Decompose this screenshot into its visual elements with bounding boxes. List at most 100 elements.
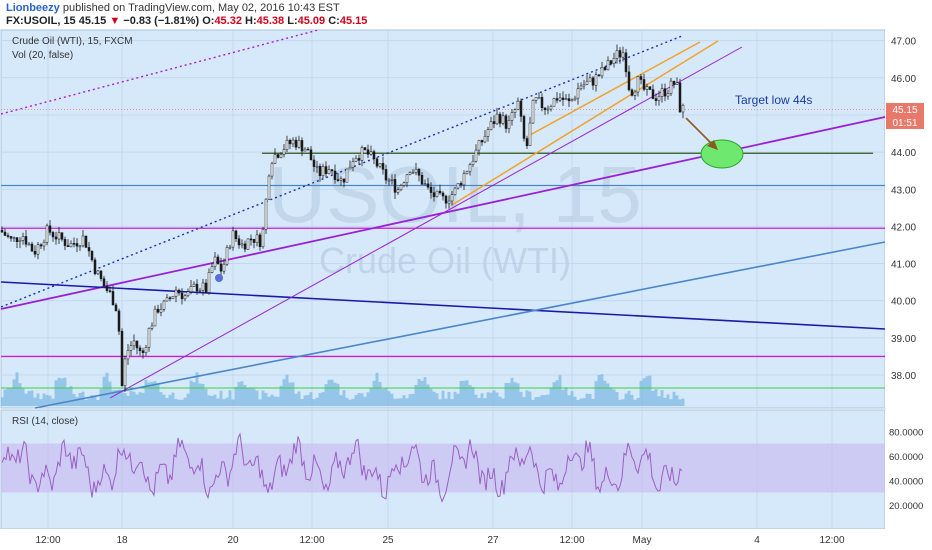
candle-body	[351, 161, 355, 168]
candle-body	[504, 115, 508, 129]
volume-bar	[231, 399, 235, 406]
countdown-tag-text: 01:51	[892, 118, 917, 129]
volume-bar	[177, 399, 181, 406]
volume-bar	[375, 372, 379, 406]
volume-bar	[234, 386, 238, 406]
price-axis[interactable]	[885, 30, 932, 408]
volume-bar	[390, 393, 394, 406]
volume-bar	[441, 390, 445, 406]
candle-body	[603, 67, 607, 70]
volume-bar	[405, 398, 409, 406]
volume-bar	[297, 391, 301, 406]
candle-body	[174, 289, 178, 297]
candle-body	[168, 297, 172, 300]
candle-body	[354, 158, 358, 162]
candle-body	[672, 80, 676, 85]
candle-body	[552, 98, 556, 107]
volume-bar	[327, 379, 331, 406]
high-value: 45.38	[256, 15, 285, 27]
publish-info: Lionbeezy published on TradingView.com, …	[6, 2, 340, 14]
volume-bar	[36, 393, 40, 406]
candle-body	[576, 88, 580, 99]
volume-bar	[387, 391, 391, 406]
rsi-tick-label: 60.0000	[889, 452, 923, 463]
main-pane-title: Crude Oil (WTI), 15, FXCM	[12, 36, 133, 47]
volume-bar	[636, 397, 640, 406]
candle-body	[663, 88, 667, 97]
candle-body	[594, 74, 598, 86]
candle-body	[285, 139, 289, 150]
volume-bar	[678, 399, 682, 406]
volume-bar	[438, 399, 442, 406]
candle-body	[633, 91, 637, 96]
volume-bar	[459, 380, 463, 406]
volume-bar	[564, 387, 568, 406]
volume-bar	[522, 397, 526, 406]
volume-bar	[12, 379, 16, 406]
candle-body	[84, 235, 88, 248]
time-tick-label: 27	[487, 535, 499, 546]
target-arrow[interactable]	[685, 117, 715, 147]
target-annotation[interactable]: Target low 44s	[735, 93, 812, 107]
volume-bar	[336, 383, 340, 406]
volume-bar	[513, 382, 517, 406]
candle-body	[645, 86, 649, 90]
volume-bar	[411, 393, 415, 406]
volume-bar	[147, 382, 151, 406]
candle-body	[543, 107, 547, 111]
volume-bar	[378, 381, 382, 406]
candle-body	[501, 115, 505, 124]
candle-body	[18, 239, 22, 243]
time-tick-label: May	[633, 535, 652, 546]
candle-body	[609, 60, 613, 64]
author-link[interactable]: Lionbeezy	[6, 2, 60, 14]
candle-body	[648, 86, 652, 90]
volume-bar	[366, 392, 370, 406]
volume-bar	[663, 397, 667, 406]
volume-bar	[159, 392, 163, 406]
candle-body	[324, 166, 328, 174]
volume-bar	[525, 390, 529, 406]
candle-body	[579, 85, 583, 90]
candle-body	[51, 232, 55, 238]
volume-bar	[30, 390, 34, 406]
volume-bar	[213, 394, 217, 406]
open-label: O:	[202, 15, 215, 27]
candle-body	[300, 140, 304, 152]
volume-bar	[105, 372, 109, 406]
volume-bar	[69, 386, 73, 406]
candle-body	[33, 250, 37, 255]
rsi-axis[interactable]	[885, 410, 932, 529]
volume-bar	[270, 394, 274, 406]
candle-body	[480, 140, 484, 143]
candle-body	[228, 246, 232, 249]
candle-body	[225, 247, 229, 265]
target-zone-ellipse[interactable]	[700, 139, 744, 169]
candle-body	[150, 325, 154, 329]
volume-bar	[534, 397, 538, 406]
candle-body	[255, 234, 259, 243]
candle-body	[156, 308, 160, 313]
volume-bar	[84, 399, 88, 406]
candle-body	[81, 235, 85, 247]
candle-body	[564, 98, 568, 101]
candle-body	[6, 235, 10, 237]
volume-bars	[0, 372, 685, 406]
volume-bar	[423, 377, 427, 406]
candle-body	[450, 194, 454, 202]
candle-body	[402, 182, 406, 186]
volume-bar	[144, 380, 148, 406]
candle-body	[189, 286, 193, 292]
volume-bar	[648, 375, 652, 406]
volume-bar	[351, 398, 355, 406]
time-axis[interactable]	[0, 529, 932, 550]
thin-purple-trendline	[109, 46, 743, 399]
volume-bar	[345, 397, 349, 406]
candle-body	[279, 154, 283, 158]
volume-bar	[66, 387, 70, 406]
candle-body	[507, 120, 511, 129]
volume-bar	[627, 390, 631, 406]
volume-bar	[357, 393, 361, 406]
volume-bar	[402, 395, 406, 406]
